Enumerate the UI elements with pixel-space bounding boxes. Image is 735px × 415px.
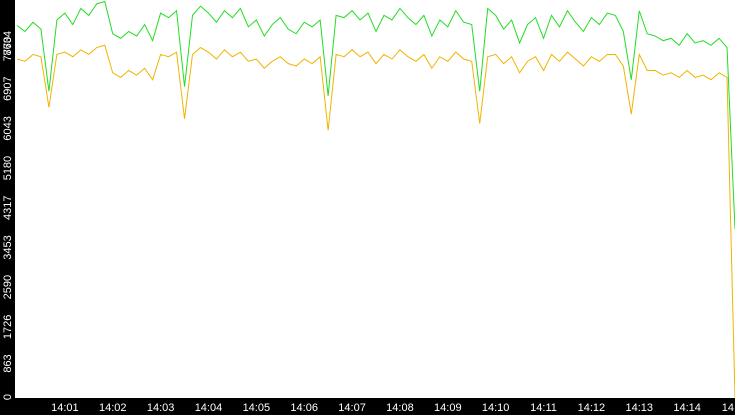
series-line xyxy=(16,0,735,230)
x-tick-label: 14:01 xyxy=(51,402,79,414)
y-tick-label: 5180 xyxy=(2,156,14,180)
y-tick-label: 8634 xyxy=(2,31,14,55)
x-tick-label: 14:12 xyxy=(578,402,606,414)
y-axis-band xyxy=(0,0,15,415)
y-tick-label: 4317 xyxy=(2,196,14,220)
y-tick-label: 3453 xyxy=(2,235,14,259)
x-tick-label: 14 xyxy=(722,402,734,414)
x-tick-label: 14:10 xyxy=(482,402,510,414)
x-tick-label: 14:08 xyxy=(386,402,414,414)
x-tick-label: 14:11 xyxy=(530,402,557,414)
x-tick-label: 14:04 xyxy=(195,402,223,414)
y-tick-label: 1726 xyxy=(2,315,14,339)
y-tick-label: 6043 xyxy=(2,116,14,140)
y-tick-label: 2590 xyxy=(2,275,14,299)
x-axis-band xyxy=(0,398,735,415)
x-tick-label: 14:02 xyxy=(99,402,127,414)
series-line xyxy=(16,44,735,398)
x-tick-label: 14:03 xyxy=(147,402,175,414)
x-tick-label: 14:09 xyxy=(434,402,462,414)
y-tick-label: 0 xyxy=(2,394,14,400)
y-tick-label: 863 xyxy=(2,354,14,372)
x-tick-label: 14:06 xyxy=(290,402,318,414)
x-tick-label: 14:14 xyxy=(673,402,701,414)
x-tick-label: 14:13 xyxy=(626,402,654,414)
y-tick-label: 6907 xyxy=(2,76,14,100)
x-tick-label: 14:05 xyxy=(243,402,271,414)
y-tick-label: 7770 xyxy=(2,37,14,61)
x-tick-label: 14:07 xyxy=(338,402,366,414)
